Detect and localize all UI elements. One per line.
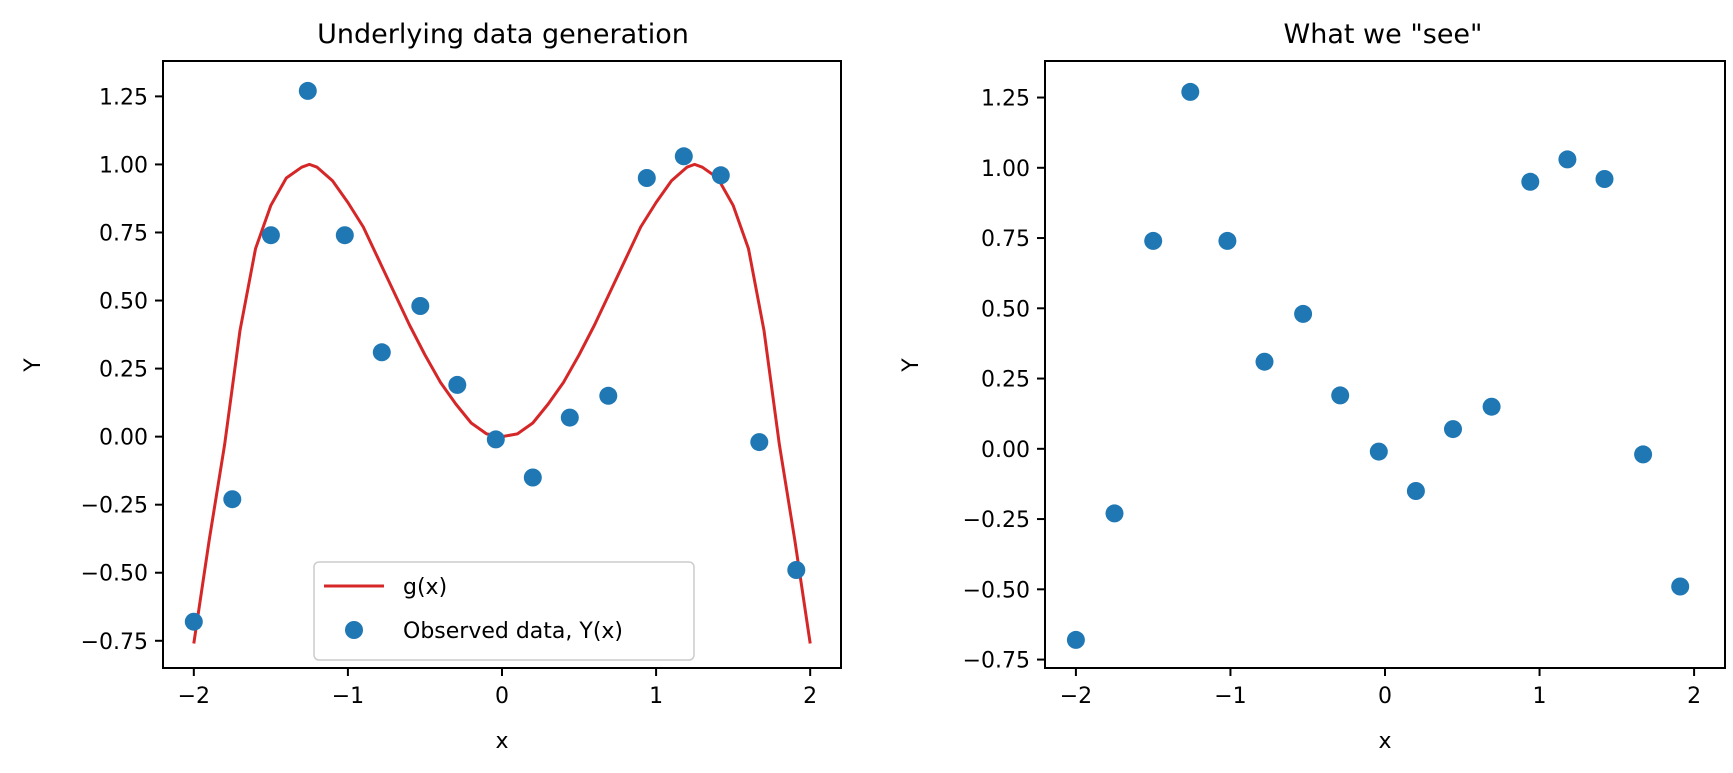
right-data-point (1331, 386, 1350, 405)
left-chart-panel: Underlying data generation −2 −1 0 1 2 −0.75… (21, 19, 842, 754)
right-y-tick-label: 0.75 (981, 227, 1030, 252)
left-data-point (787, 561, 806, 579)
right-data-point (1218, 231, 1237, 250)
left-data-point (674, 147, 693, 166)
left-data-point (261, 226, 280, 245)
right-data-point (1671, 577, 1690, 596)
left-data-point (184, 612, 203, 631)
left-y-tick-label: 0.25 (99, 358, 148, 383)
left-data-point (750, 433, 769, 452)
right-data-point (1294, 304, 1313, 323)
right-y-tick-label: 0.00 (981, 438, 1030, 463)
right-y-tick-label: 1.00 (981, 157, 1030, 182)
right-data-point (1406, 482, 1425, 500)
left-data-point (298, 81, 317, 100)
right-plot-area (1066, 82, 1690, 649)
left-data-point (335, 226, 354, 245)
right-y-tick-label: 0.50 (981, 297, 1030, 322)
left-data-point (711, 166, 730, 185)
left-y-tick-label: −0.75 (81, 630, 148, 655)
right-data-point (1521, 172, 1540, 191)
right-data-point (1369, 442, 1388, 461)
right-y-tick-label: −0.25 (963, 508, 1030, 533)
right-data-point (1558, 150, 1577, 169)
right-chart-panel: What we "see" −2 −1 0 1 2 −0.75 −0.50 −0.25 0.0… (899, 19, 1726, 754)
left-x-tick-label: 0 (495, 684, 509, 709)
right-data-point (1181, 82, 1200, 101)
right-data-point (1634, 445, 1653, 464)
right-x-tick-label: −2 (1060, 684, 1092, 709)
right-x-tick-label: 2 (1687, 684, 1701, 709)
right-data-point (1482, 397, 1501, 416)
left-data-point (637, 169, 656, 187)
left-data-point (411, 297, 430, 315)
left-data-point (448, 375, 467, 394)
right-x-tick-label: 0 (1378, 684, 1392, 709)
legend-frame (313, 561, 695, 661)
right-y-tick-label: 0.25 (981, 368, 1030, 393)
left-y-ticks: −0.75 −0.50 −0.25 0.00 0.25 0.50 0.75 1.00 1.25 (81, 85, 163, 655)
right-data-point (1066, 630, 1085, 649)
left-plot-area (184, 81, 812, 644)
left-data-point (523, 468, 542, 487)
left-legend: g(x) Observed data, Y(x) (313, 561, 695, 661)
left-chart-title: Underlying data generation (317, 19, 689, 50)
right-x-tick-label: −1 (1214, 684, 1246, 709)
left-y-tick-label: 0.00 (99, 426, 148, 451)
left-y-tick-label: 1.00 (99, 153, 148, 178)
right-data-point (1255, 352, 1274, 371)
left-x-tick-label: −2 (178, 684, 210, 709)
left-data-point (223, 490, 242, 509)
right-x-tick-label: 1 (1533, 684, 1547, 709)
left-y-axis-label: Y (21, 358, 46, 373)
left-x-tick-label: −1 (332, 684, 364, 709)
left-data-point (486, 430, 505, 449)
right-y-tick-label: −0.75 (963, 649, 1030, 674)
left-x-ticks: −2 −1 0 1 2 (178, 668, 817, 709)
right-y-ticks: −0.75 −0.50 −0.25 0.00 0.25 0.50 0.75 1.00 1.25 (963, 87, 1045, 674)
left-y-tick-label: 0.75 (99, 221, 148, 246)
right-y-tick-label: 1.25 (981, 87, 1030, 112)
left-data-point (560, 408, 579, 427)
right-data-point (1595, 170, 1614, 188)
left-x-tick-label: 1 (649, 684, 663, 709)
left-data-point (372, 343, 391, 362)
right-y-axis-label: Y (899, 358, 924, 373)
left-y-tick-label: 0.50 (99, 290, 148, 315)
left-data-point (599, 386, 618, 405)
left-x-axis-label: x (495, 729, 508, 754)
left-y-tick-label: −0.25 (81, 494, 148, 519)
right-y-tick-label: −0.50 (963, 578, 1030, 603)
left-y-tick-label: −0.50 (81, 562, 148, 587)
left-x-tick-label: 2 (803, 684, 817, 709)
legend-label-g-x: g(x) (403, 575, 447, 600)
right-x-axis-label: x (1378, 729, 1391, 754)
legend-label-observed-data: Observed data, Y(x) (403, 619, 623, 644)
right-x-ticks: −2 −1 0 1 2 (1060, 668, 1701, 709)
right-chart-title: What we "see" (1284, 19, 1483, 50)
right-data-point (1105, 504, 1124, 523)
legend-marker-swatch (345, 621, 363, 639)
right-data-point (1144, 231, 1163, 250)
left-y-tick-label: 1.25 (99, 85, 148, 110)
right-data-point (1444, 420, 1462, 439)
